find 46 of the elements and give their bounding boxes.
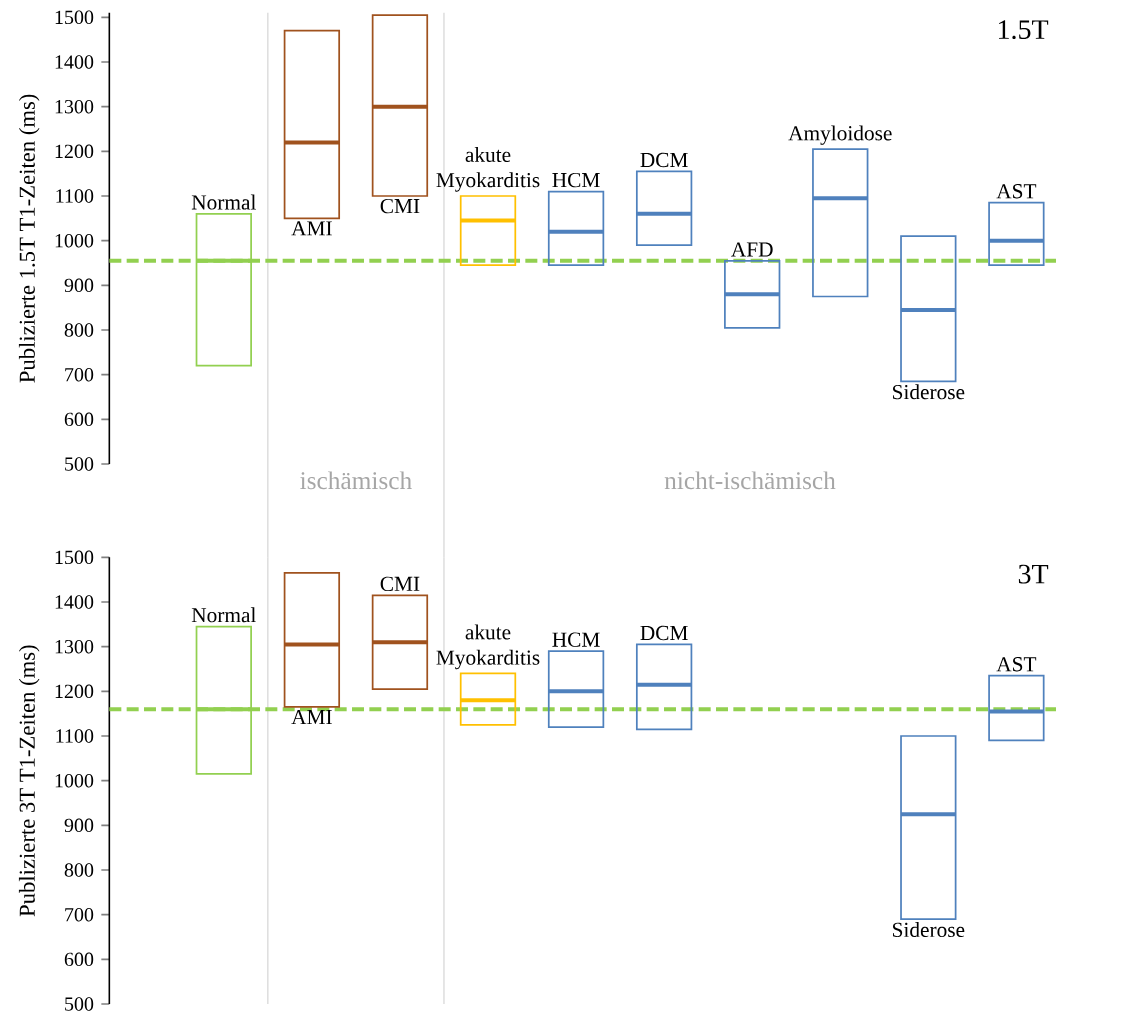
y-tick-label: 1500 [55,10,94,25]
x-tick-label: akute Myokarditis [436,624,540,670]
x-tick-label: CMI [380,198,420,214]
y-tick-label: 1200 [55,684,94,699]
y-tick-label: 700 [65,367,94,382]
x-tick-label: HCM [552,172,600,188]
x-tick-label: Amyloidose [788,125,892,145]
y-tick-label: 1400 [55,595,94,609]
y-tick-label: 500 [65,457,94,471]
y-tick-label: 900 [64,818,94,833]
y-tick-label: 1000 [55,233,94,248]
y-tick-label: 600 [64,952,94,967]
y-tick-label: 1100 [56,189,94,203]
x-tick-label: Normal [191,194,256,210]
x-tick-label: Siderose [893,384,965,400]
x-tick-label: Siderose [893,922,965,938]
y-tick-label: 1400 [55,55,94,69]
y-tick-label: 700 [65,907,94,922]
y-axis-title: Publizierte 1.5T T1-Zeiten (ms) [18,94,40,383]
y-tick-label: 1300 [55,639,94,654]
x-tick-label: CMI [380,576,420,592]
y-tick-label: 600 [64,412,94,427]
x-tick-label: HCM [552,632,600,647]
y-tick-label: 500 [65,997,94,1011]
x-tick-label: DCM [640,625,688,641]
y-tick-label: 900 [64,278,94,293]
x-tick-label: AFD [731,242,773,257]
x-tick-label: Normal [191,607,256,623]
y-tick-label: 1100 [56,729,94,743]
y-tick-label: 800 [64,863,94,877]
chart-title: 3T [1018,564,1049,584]
x-tick-label: AST [996,657,1037,672]
y-tick-label: 1500 [55,550,94,565]
x-tick-label: AMI [291,221,332,236]
text: ischämisch [300,471,412,490]
y-tick-label: 1200 [55,144,94,159]
x-tick-label: DCM [640,152,688,168]
y-tick-label: 1000 [55,773,94,788]
y-tick-label: 800 [64,323,94,337]
x-tick-label: AMI [291,709,332,724]
x-tick-label: AST [996,184,1037,199]
y-axis-title: Publizierte 3T T1-Zeiten (ms) [18,645,40,917]
text: nicht-ischämisch [664,471,836,490]
chart-title: 1.5T [998,20,1049,40]
y-tick-label: 1300 [55,99,94,114]
x-tick-label: akute Myokarditis [436,146,540,192]
